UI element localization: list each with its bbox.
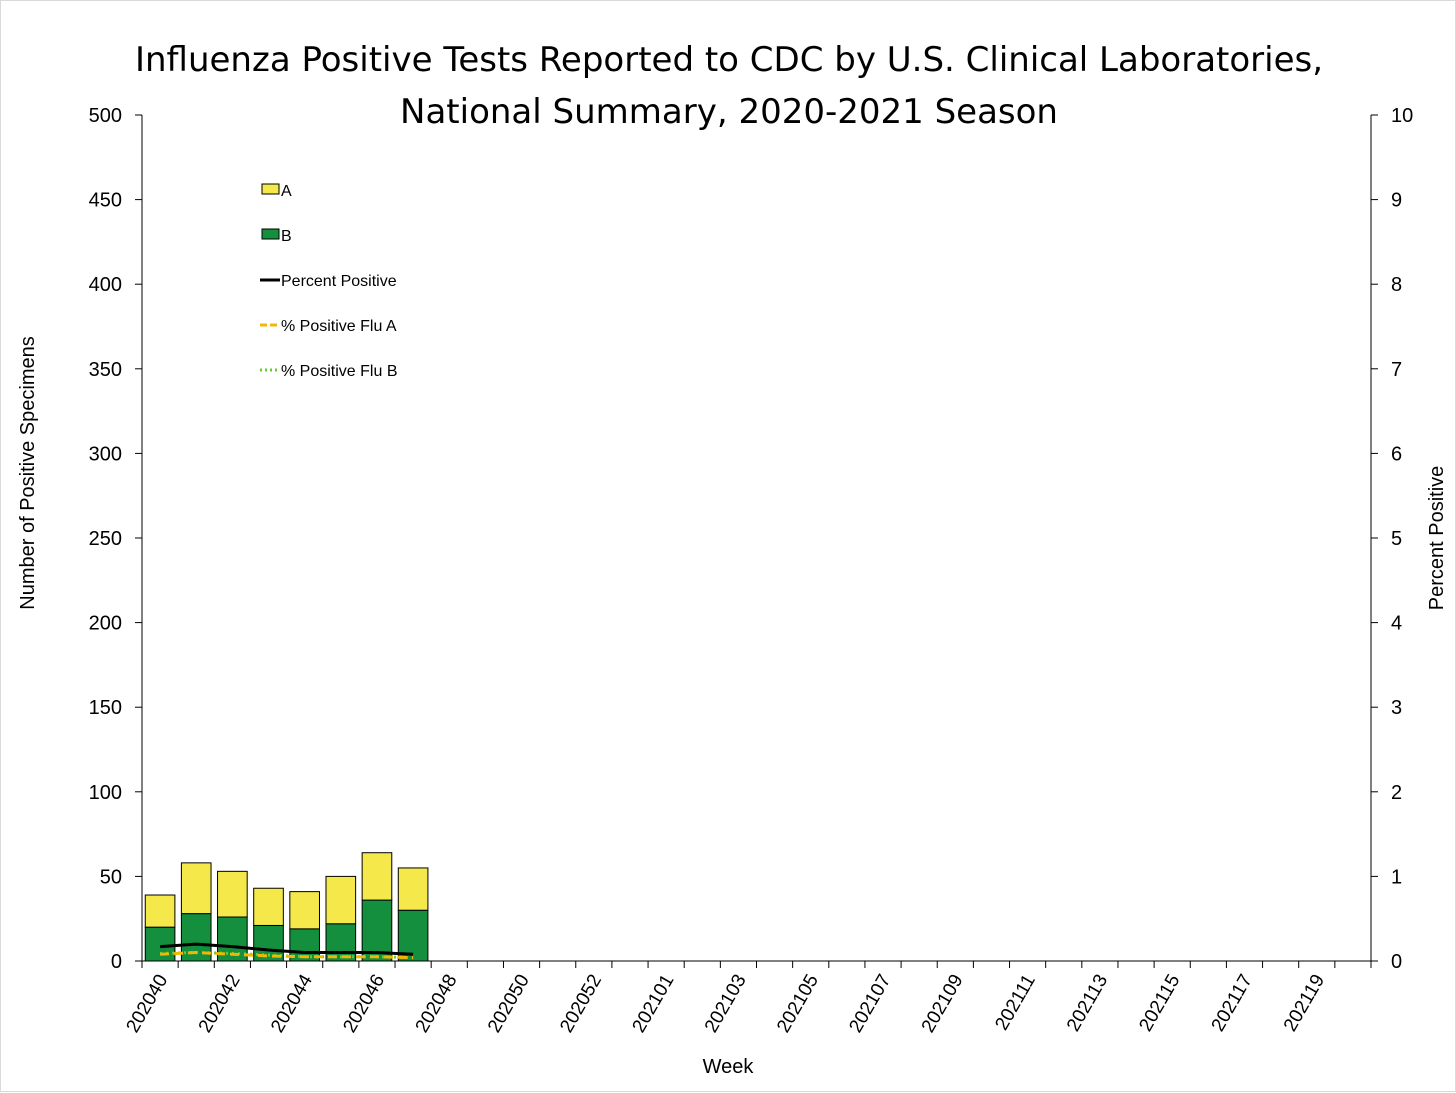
bars	[144, 852, 429, 962]
x-tick-label: 202040	[123, 971, 173, 1036]
x-tick-label: 202044	[267, 971, 317, 1037]
bar-a	[325, 875, 357, 925]
y-tick-label: 500	[89, 105, 122, 127]
x-tick-label: 202105	[773, 971, 823, 1036]
x-tick-label: 202117	[1208, 971, 1257, 1035]
y-tick-label: 350	[89, 359, 122, 381]
y-axis-label: Number of Positive Specimens	[17, 336, 39, 609]
y2-tick-label: 7	[1391, 359, 1402, 381]
y2-tick-label: 4	[1391, 613, 1402, 635]
bar-b	[144, 926, 176, 962]
chart-title: Influenza Positive Tests Reported to CDC…	[135, 40, 1323, 80]
x-tick-label: 202050	[484, 971, 534, 1036]
bar-a	[397, 867, 429, 911]
chart-subtitle: National Summary, 2020-2021 Season	[400, 92, 1058, 132]
bar-a	[144, 894, 176, 928]
y-tick-label: 300	[89, 443, 122, 465]
legend-item: % Positive Flu B	[260, 363, 397, 380]
legend-item: A	[261, 183, 292, 200]
bar-b	[325, 923, 357, 962]
y-tick-label: 0	[111, 951, 122, 973]
y2-axis-label: Percent Positive	[1426, 466, 1448, 611]
y-tick-label: 250	[89, 528, 122, 550]
y2-tick-label: 8	[1391, 274, 1402, 296]
legend-label: % Positive Flu A	[281, 318, 397, 335]
x-tick-label: 202119	[1280, 971, 1329, 1035]
y-tick-label: 450	[89, 190, 122, 212]
legend-item: Percent Positive	[260, 273, 397, 290]
bar-a	[217, 870, 248, 918]
x-tick-label: 202046	[339, 971, 389, 1036]
y2-tick-label: 9	[1391, 190, 1402, 212]
legend: A B Percent Positive % Positive Flu A % Posi…	[260, 183, 397, 380]
y2-tick-label: 5	[1391, 528, 1402, 550]
y2-tick-label: 3	[1391, 697, 1402, 719]
y2-tick-label: 10	[1391, 105, 1413, 127]
x-tick-label: 202113	[1063, 971, 1112, 1035]
bar-a	[289, 891, 320, 930]
legend-swatch-b	[261, 228, 280, 240]
y-tick-label: 50	[100, 866, 122, 888]
y2-tick-label: 2	[1391, 782, 1402, 804]
x-tick-label: 202052	[556, 971, 606, 1036]
axes	[135, 114, 1378, 968]
y2-tick-label: 6	[1391, 443, 1402, 465]
x-tick-label: 202107	[845, 971, 895, 1036]
y-tick-label: 200	[89, 613, 122, 635]
x-tick-label: 202101	[629, 971, 679, 1036]
legend-item: % Positive Flu A	[260, 318, 397, 335]
x-tick-label: 202115	[1135, 971, 1184, 1035]
x-tick-label: 202111	[991, 971, 1039, 1034]
legend-item: B	[261, 228, 292, 245]
percent-lines	[159, 942, 414, 960]
legend-label: B	[281, 228, 292, 245]
y-tick-label: 150	[89, 697, 122, 719]
legend-label: Percent Positive	[281, 273, 397, 290]
y-tick-label: 100	[89, 782, 122, 804]
legend-label: A	[281, 183, 292, 200]
bar-b	[361, 899, 393, 962]
y-tick-label: 400	[89, 274, 122, 296]
x-axis-label: Week	[703, 1056, 755, 1078]
bar-a	[361, 852, 393, 901]
x-tick-label: 202103	[701, 971, 751, 1036]
y2-tick-label: 0	[1391, 951, 1402, 973]
legend-label: % Positive Flu B	[281, 363, 397, 380]
bar-a	[253, 887, 284, 926]
bar-a	[180, 862, 212, 915]
legend-swatch-a	[261, 183, 280, 195]
x-tick-label: 202048	[412, 971, 462, 1036]
y2-tick-label: 1	[1391, 866, 1402, 888]
x-tick-label: 202042	[195, 971, 245, 1036]
line-percent-positive	[159, 942, 414, 956]
x-tick-label: 202109	[918, 971, 968, 1036]
line-positive-flu-a	[160, 951, 414, 960]
